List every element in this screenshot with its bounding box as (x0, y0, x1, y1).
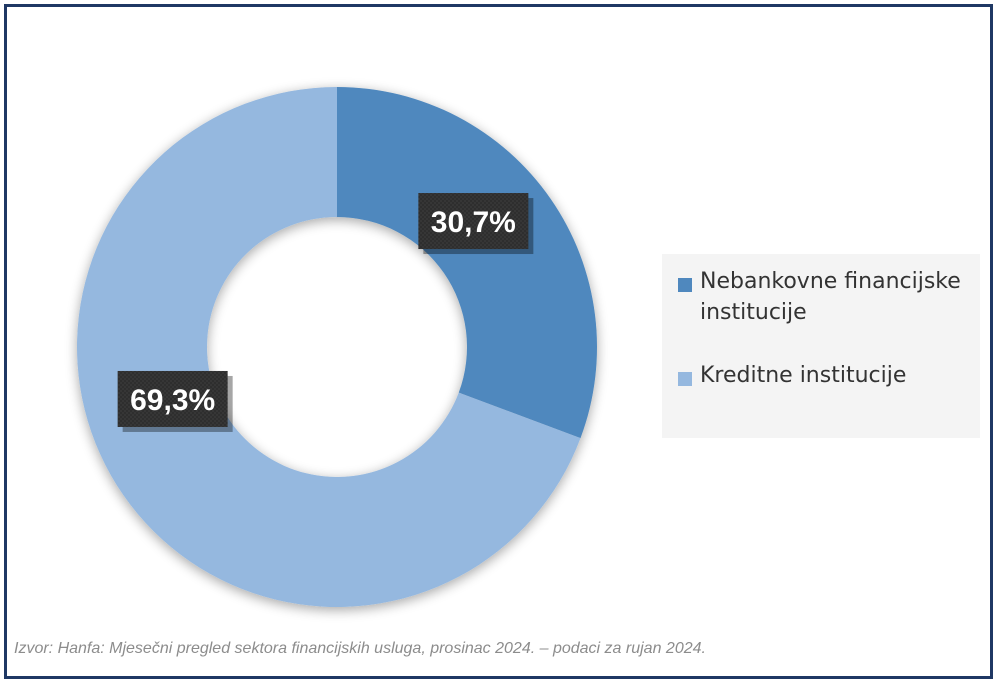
donut-slice-nebankovne (337, 87, 597, 439)
data-label-text-nebankovne: 30,7% (431, 206, 516, 239)
donut-slice-kreditne (77, 87, 581, 607)
legend-swatch-nebankovne (678, 278, 692, 292)
data-label-kreditne: 69,3% (117, 370, 233, 432)
legend-item-nebankovne: Nebankovne financijske institucije (678, 266, 980, 328)
legend-label-kreditne: Kreditne institucije (700, 363, 907, 388)
chart-legend: Nebankovne financijske institucije Kredi… (662, 254, 980, 438)
legend-label-nebankovne: Nebankovne financijske institucije (700, 269, 961, 325)
legend-swatch-kreditne (678, 372, 692, 386)
source-note: Izvor: Hanfa: Mjesečni pregled sektora f… (14, 640, 706, 657)
legend-item-kreditne: Kreditne institucije (678, 360, 980, 391)
data-label-nebankovne: 30,7% (418, 193, 534, 255)
data-label-text-kreditne: 69,3% (130, 384, 215, 417)
